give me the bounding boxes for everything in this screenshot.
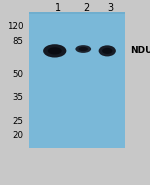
Text: 20: 20 bbox=[12, 132, 23, 140]
Text: 25: 25 bbox=[12, 117, 23, 126]
Text: 120: 120 bbox=[7, 22, 23, 31]
Text: 35: 35 bbox=[12, 93, 23, 102]
Text: 50: 50 bbox=[12, 70, 23, 79]
Ellipse shape bbox=[48, 47, 62, 55]
Bar bbox=[28, 12, 125, 148]
Text: NDUFS1: NDUFS1 bbox=[130, 46, 150, 55]
Ellipse shape bbox=[102, 48, 112, 54]
Bar bbox=[28, 12, 125, 14]
Ellipse shape bbox=[99, 45, 116, 56]
Ellipse shape bbox=[75, 45, 91, 53]
Text: 85: 85 bbox=[12, 37, 23, 46]
Ellipse shape bbox=[79, 47, 88, 51]
Ellipse shape bbox=[43, 44, 66, 58]
Text: 2: 2 bbox=[83, 3, 89, 13]
Text: 1: 1 bbox=[55, 3, 61, 13]
Text: 3: 3 bbox=[107, 3, 113, 13]
